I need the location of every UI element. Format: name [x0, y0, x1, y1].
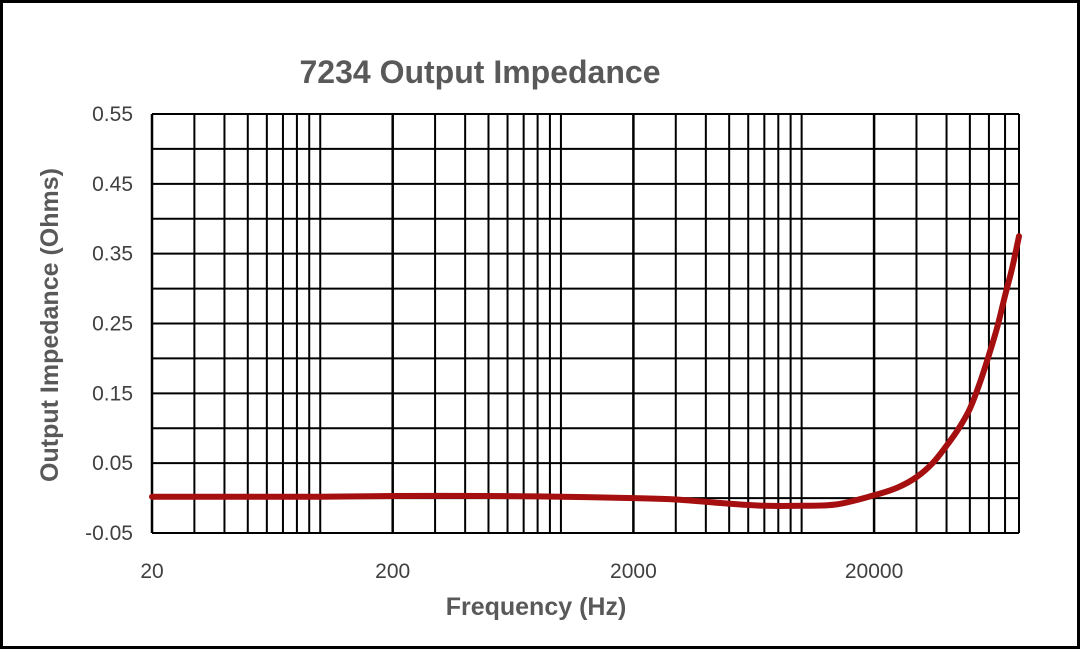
chart-title: 7234 Output Impedance — [300, 54, 661, 90]
x-tick-label: 200 — [375, 560, 410, 583]
x-tick-labels: 20 200 2000 20000 — [140, 560, 903, 583]
y-axis-title: Output Impedance (Ohms) — [36, 168, 64, 482]
y-tick-label: 0.35 — [92, 243, 133, 266]
y-tick-label: 0.15 — [92, 382, 133, 405]
y-tick-labels: 0.55 0.45 0.35 0.25 0.15 0.05 -0.05 — [85, 103, 133, 545]
y-tick-label: 0.55 — [92, 103, 133, 126]
y-tick-label: 0.05 — [92, 452, 133, 475]
y-tick-label: -0.05 — [85, 522, 133, 545]
impedance-chart: 7234 Output Impedance 0.550.450.350.250.… — [36, 54, 1022, 621]
y-tick-label: 0.45 — [92, 173, 133, 196]
x-axis-title: Frequency (Hz) — [446, 593, 627, 621]
x-tick-label: 2000 — [610, 560, 657, 583]
series-line — [149, 233, 1022, 509]
x-tick-label: 20000 — [845, 560, 903, 583]
y-tick-label: 0.25 — [92, 313, 133, 336]
series-layer — [149, 233, 1022, 509]
x-tick-label: 20 — [140, 560, 163, 583]
